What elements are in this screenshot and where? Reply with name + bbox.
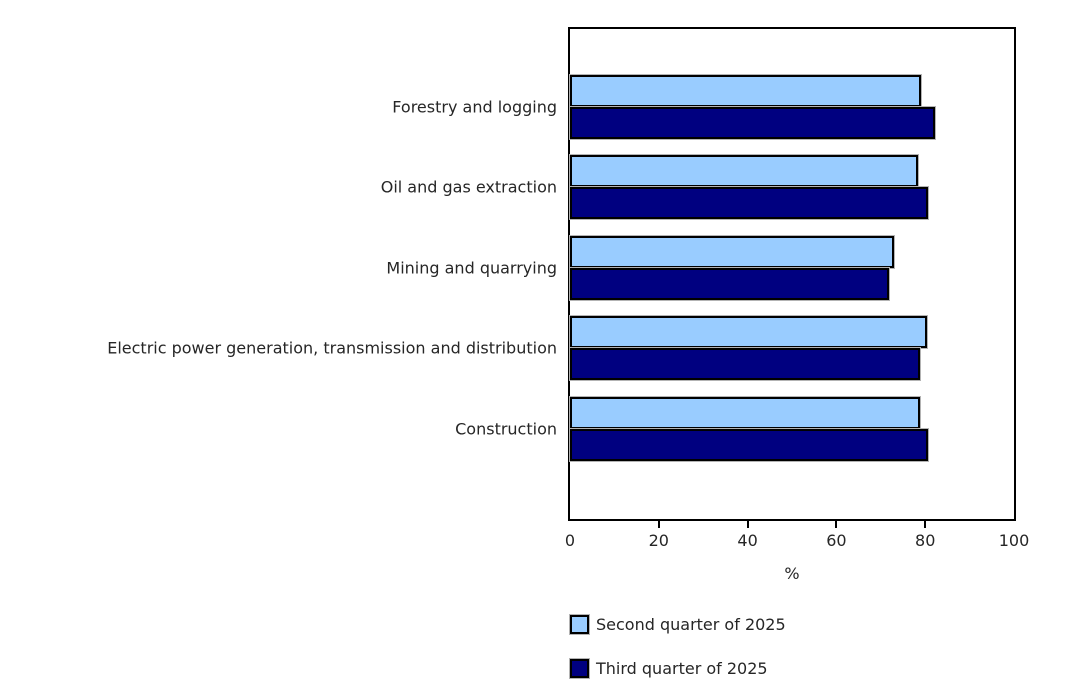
category-label: Oil and gas extraction [380, 177, 557, 197]
bar-q2-4 [570, 396, 921, 429]
bar-q2-1 [570, 155, 919, 188]
legend-label: Third quarter of 2025 [596, 659, 768, 678]
bar-q3-2 [570, 267, 889, 300]
bar-q3-0 [570, 107, 935, 139]
bar-q3-1 [570, 187, 928, 220]
bar-q3-4 [570, 428, 928, 461]
bar-q2-3 [570, 316, 927, 349]
x-tick-label-80: 80 [915, 531, 936, 550]
legend-item-q2-2025: Second quarter of 2025 [570, 615, 786, 634]
bar-q2-0 [570, 75, 921, 107]
x-tick-40 [746, 521, 749, 528]
legend-label: Second quarter of 2025 [596, 615, 786, 634]
x-tick-label-40: 40 [737, 531, 758, 550]
x-tick-label-60: 60 [826, 531, 847, 550]
legend-swatch-icon [570, 615, 589, 634]
bar-q3-3 [570, 348, 921, 381]
x-tick-label-100: 100 [998, 531, 1030, 550]
bar-q2-2 [570, 235, 894, 268]
x-tick-60 [835, 521, 838, 528]
x-tick-label-20: 20 [648, 531, 669, 550]
category-label: Mining and quarrying [386, 258, 557, 278]
category-label: Forestry and logging [392, 97, 557, 117]
legend-item-q3-2025: Third quarter of 2025 [570, 659, 786, 678]
legend-swatch-icon [570, 659, 589, 678]
x-tick-20 [657, 521, 660, 528]
x-tick-label-0: 0 [564, 531, 576, 550]
category-label: Construction [455, 419, 557, 439]
x-tick-80 [924, 521, 927, 528]
legend: Second quarter of 2025 Third quarter of 2… [570, 615, 786, 697]
plot-area [568, 27, 1016, 521]
category-label: Electric power generation, transmission … [107, 338, 557, 358]
x-axis-title: % [784, 564, 800, 583]
